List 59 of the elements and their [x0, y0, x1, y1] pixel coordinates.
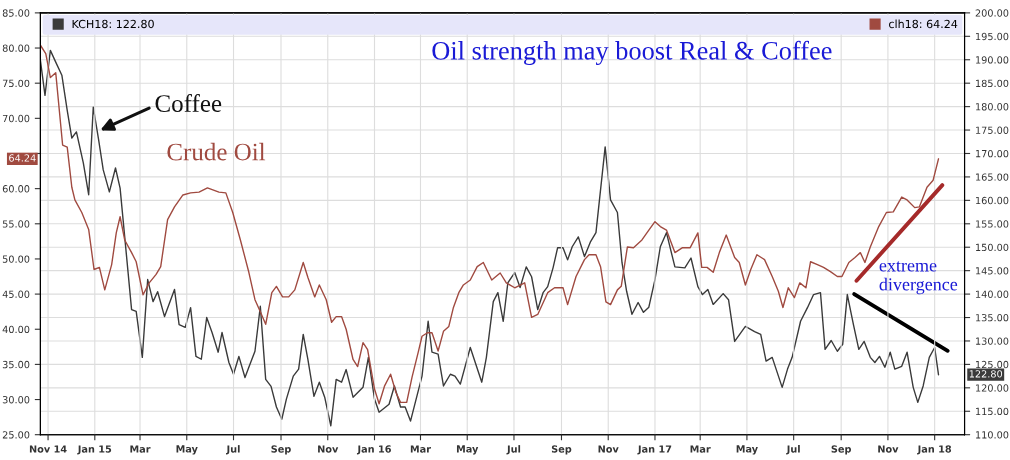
- annotation: extreme divergence: [879, 261, 958, 295]
- y2-tick-label: 130.00: [976, 337, 1009, 345]
- x-tick-label: Nov: [878, 445, 899, 453]
- x-tick-label: Nov: [318, 445, 339, 453]
- y2-tick-label: 200.00: [975, 9, 1009, 17]
- y-tick-label: 35.00: [2, 360, 30, 369]
- y2-tick-label: 135.00: [976, 314, 1009, 322]
- y2-tick-label: 140.00: [976, 290, 1009, 298]
- y2-tick-label: 110.00: [976, 431, 1009, 439]
- y2-tick-label: 170.00: [976, 149, 1009, 158]
- y-tick-label: 30.00: [2, 396, 30, 404]
- y2-tick-label: 150.00: [976, 243, 1009, 252]
- y2-tick-label: 190.00: [976, 56, 1009, 64]
- x-tick-label: Sep: [271, 445, 291, 455]
- y2-tick-label: 180.00: [976, 103, 1009, 111]
- x-tick-label: Jan 17: [637, 445, 672, 455]
- x-tick-label: Sep: [831, 445, 852, 455]
- x-tick-label: Mar: [410, 445, 431, 453]
- y2-tick-label: 145.00: [976, 267, 1009, 275]
- x-tick-label: Mar: [690, 445, 711, 453]
- legend-label: clh18: 64.24: [889, 19, 958, 29]
- y-tick-label: 80.00: [2, 44, 30, 52]
- legend-label: KCH18: 122.80: [72, 19, 154, 29]
- x-tick-label: Jul: [506, 445, 521, 455]
- y-tick-label: 70.00: [2, 114, 30, 123]
- y-tick-label: 25.00: [2, 431, 30, 439]
- text: 64.24: [9, 154, 36, 162]
- y2-tick-label: 195.00: [976, 32, 1009, 41]
- x-tick-label: Jan 15: [77, 445, 112, 455]
- x-tick-label: Nov: [598, 445, 619, 453]
- y-tick-label: 75.00: [2, 79, 30, 88]
- y2-tick-label: 120.00: [976, 384, 1009, 392]
- x-tick-label: May: [176, 445, 198, 455]
- text: 122.80: [969, 370, 1003, 378]
- x-tick-label: Jul: [786, 445, 800, 455]
- x-tick-label: Jul: [226, 445, 240, 455]
- y-tick-label: 85.00: [2, 9, 30, 17]
- y2-tick-label: 175.00: [976, 126, 1009, 134]
- annotation: Coffee: [155, 94, 222, 112]
- y2-tick-label: 185.00: [976, 79, 1009, 88]
- y-tick-label: 50.00: [2, 255, 30, 263]
- y-tick-label: 55.00: [2, 220, 30, 228]
- y-tick-label: 60.00: [2, 185, 30, 193]
- x-tick-label: Jan 16: [356, 445, 391, 455]
- y2-tick-label: 125.00: [976, 360, 1009, 369]
- y-tick-label: 40.00: [2, 325, 30, 334]
- x-tick-label: Mar: [130, 445, 151, 453]
- x-tick-label: Jan 18: [917, 445, 952, 455]
- y2-tick-label: 155.00: [976, 220, 1009, 228]
- y2-tick-label: 160.00: [976, 196, 1009, 205]
- y2-tick-label: 115.00: [976, 407, 1009, 416]
- y2-tick-label: 165.00: [976, 173, 1009, 181]
- x-tick-label: May: [456, 445, 479, 455]
- x-tick-label: May: [736, 445, 758, 455]
- x-tick-label: Sep: [551, 445, 572, 455]
- x-tick-label: Nov 14: [29, 445, 67, 453]
- y-tick-label: 45.00: [2, 290, 30, 298]
- annotation: Crude Oil: [167, 142, 266, 161]
- text: Oil strength may boost Real & Coffee: [432, 40, 832, 66]
